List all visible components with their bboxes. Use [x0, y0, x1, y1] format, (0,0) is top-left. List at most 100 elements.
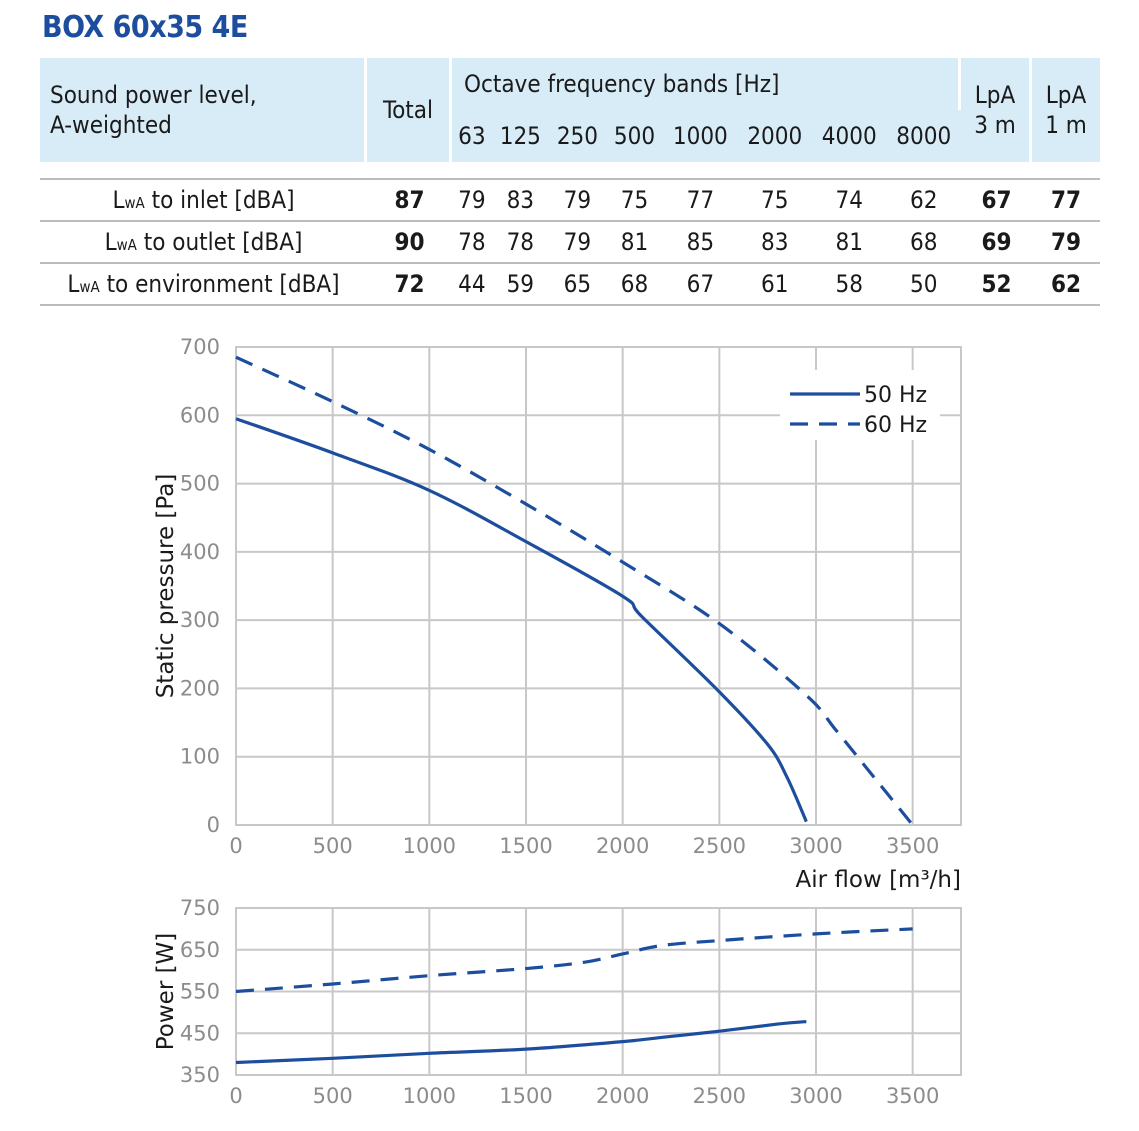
- cell-band: 67: [663, 262, 738, 306]
- header-lpa3-line1: LpA: [974, 81, 1016, 109]
- header-octave-bands: Octave frequency bands [Hz]: [452, 58, 961, 110]
- header-corner-line2: A-weighted: [50, 111, 172, 139]
- x-tick-label: 2000: [596, 834, 649, 858]
- series-line-60-hz: [235, 927, 913, 994]
- band-header: 1000: [663, 110, 738, 162]
- header-sound-power-level: Sound power level, A-weighted: [40, 58, 367, 162]
- legend-label: 50 Hz: [864, 383, 927, 408]
- x-tick-label: 1000: [403, 834, 456, 858]
- band-header: 125: [491, 110, 549, 162]
- band-header: 250: [548, 110, 606, 162]
- x-tick-label: 500: [313, 834, 353, 858]
- table-row: LwA to outlet [dBA] 90 78 78 79 81 85 83…: [40, 220, 1100, 262]
- cell-band: 58: [812, 262, 887, 306]
- header-lpa-1m: LpA 1 m: [1032, 58, 1100, 162]
- y-tick-label: 450: [180, 1021, 220, 1045]
- row-label: LwA to inlet [dBA]: [40, 178, 367, 220]
- cell-lpa-3m: 52: [961, 262, 1032, 306]
- cell-lpa-1m: 77: [1032, 178, 1100, 220]
- cell-band: 85: [663, 220, 738, 262]
- cell-band: 59: [491, 262, 549, 306]
- cell-band: 44: [452, 262, 492, 306]
- band-header: 8000: [886, 110, 961, 162]
- x-tick-label: 2500: [693, 834, 746, 858]
- page-title: BOX 60x35 4E: [42, 10, 248, 45]
- cell-band: 62: [886, 178, 961, 220]
- y-tick-label: 200: [180, 676, 220, 700]
- x-tick-label: 2000: [596, 1084, 649, 1108]
- x-tick-label: 0: [229, 1084, 242, 1108]
- header-corner-line1: Sound power level,: [50, 81, 257, 109]
- cell-total: 72: [367, 262, 452, 306]
- cell-band: 75: [737, 178, 813, 220]
- x-tick-label: 3500: [886, 834, 939, 858]
- cell-lpa-1m: 62: [1032, 262, 1100, 306]
- x-tick-label: 3500: [886, 1084, 939, 1108]
- cell-band: 81: [605, 220, 664, 262]
- header-lpa1-line1: LpA: [1045, 81, 1087, 109]
- x-tick-label: 3000: [789, 1084, 842, 1108]
- x-tick-label: 1500: [499, 834, 552, 858]
- table-row: LwA to environment [dBA] 72 44 59 65 68 …: [40, 262, 1100, 306]
- cell-band: 83: [491, 178, 549, 220]
- x-tick-label: 1500: [499, 1084, 552, 1108]
- cell-band: 81: [812, 220, 887, 262]
- sound-power-table: Sound power level, A-weighted Total Octa…: [40, 58, 1100, 306]
- cell-lpa-1m: 79: [1032, 220, 1100, 262]
- band-header-row: 63 125 250 500 1000 2000 4000 8000: [40, 110, 1100, 162]
- x-axis-label: Air flow [m³/h]: [796, 867, 961, 893]
- cell-lpa-3m: 69: [961, 220, 1032, 262]
- y-tick-label: 550: [180, 980, 220, 1004]
- cell-band: 79: [548, 178, 606, 220]
- y-axis-label: Static pressure [Pa]: [153, 474, 179, 699]
- x-tick-label: 3000: [789, 834, 842, 858]
- cell-total: 90: [367, 220, 452, 262]
- series-line-50-hz: [235, 417, 808, 823]
- legend-box: [780, 370, 940, 440]
- y-tick-label: 100: [180, 745, 220, 769]
- y-tick-label: 0: [207, 813, 220, 837]
- header-total: Total: [367, 58, 452, 162]
- cell-band: 68: [605, 262, 664, 306]
- band-header: 500: [605, 110, 664, 162]
- row-label: LwA to outlet [dBA]: [40, 220, 367, 262]
- series-line-60-hz: [235, 355, 914, 827]
- row-label: LwA to environment [dBA]: [40, 262, 367, 306]
- header-lpa3-line2: 3 m: [974, 111, 1016, 139]
- x-tick-label: 500: [313, 1084, 353, 1108]
- x-tick-label: 1000: [403, 1084, 456, 1108]
- cell-band: 75: [605, 178, 664, 220]
- y-tick-label: 750: [180, 896, 220, 920]
- x-tick-label: 0: [229, 834, 242, 858]
- cell-band: 79: [452, 178, 492, 220]
- y-tick-label: 650: [180, 938, 220, 962]
- cell-band: 65: [548, 262, 606, 306]
- band-header: 63: [452, 110, 492, 162]
- cell-band: 50: [886, 262, 961, 306]
- band-header: 2000: [737, 110, 813, 162]
- cell-band: 61: [737, 262, 813, 306]
- cell-band: 68: [886, 220, 961, 262]
- series-line-50-hz: [235, 1019, 807, 1065]
- cell-band: 83: [737, 220, 813, 262]
- header-lpa1-line2: 1 m: [1045, 111, 1087, 139]
- y-tick-label: 600: [180, 403, 220, 427]
- cell-lpa-3m: 67: [961, 178, 1032, 220]
- y-tick-label: 400: [180, 540, 220, 564]
- x-tick-label: 2500: [693, 1084, 746, 1108]
- y-axis-label: Power [W]: [153, 933, 179, 1051]
- cell-band: 77: [663, 178, 738, 220]
- cell-total: 87: [367, 178, 452, 220]
- header-lpa-3m: LpA 3 m: [961, 58, 1032, 162]
- cell-band: 79: [548, 220, 606, 262]
- y-tick-label: 350: [180, 1063, 220, 1087]
- cell-band: 78: [491, 220, 549, 262]
- cell-band: 78: [452, 220, 492, 262]
- cell-band: 74: [812, 178, 887, 220]
- y-tick-label: 700: [180, 335, 220, 359]
- band-header: 4000: [812, 110, 887, 162]
- performance-charts: 0 500 1000 1500 2000 2500 3000 3500010020030040…: [153, 335, 962, 1108]
- y-tick-label: 500: [180, 472, 220, 496]
- legend-label: 60 Hz: [864, 413, 927, 438]
- y-tick-label: 300: [180, 608, 220, 632]
